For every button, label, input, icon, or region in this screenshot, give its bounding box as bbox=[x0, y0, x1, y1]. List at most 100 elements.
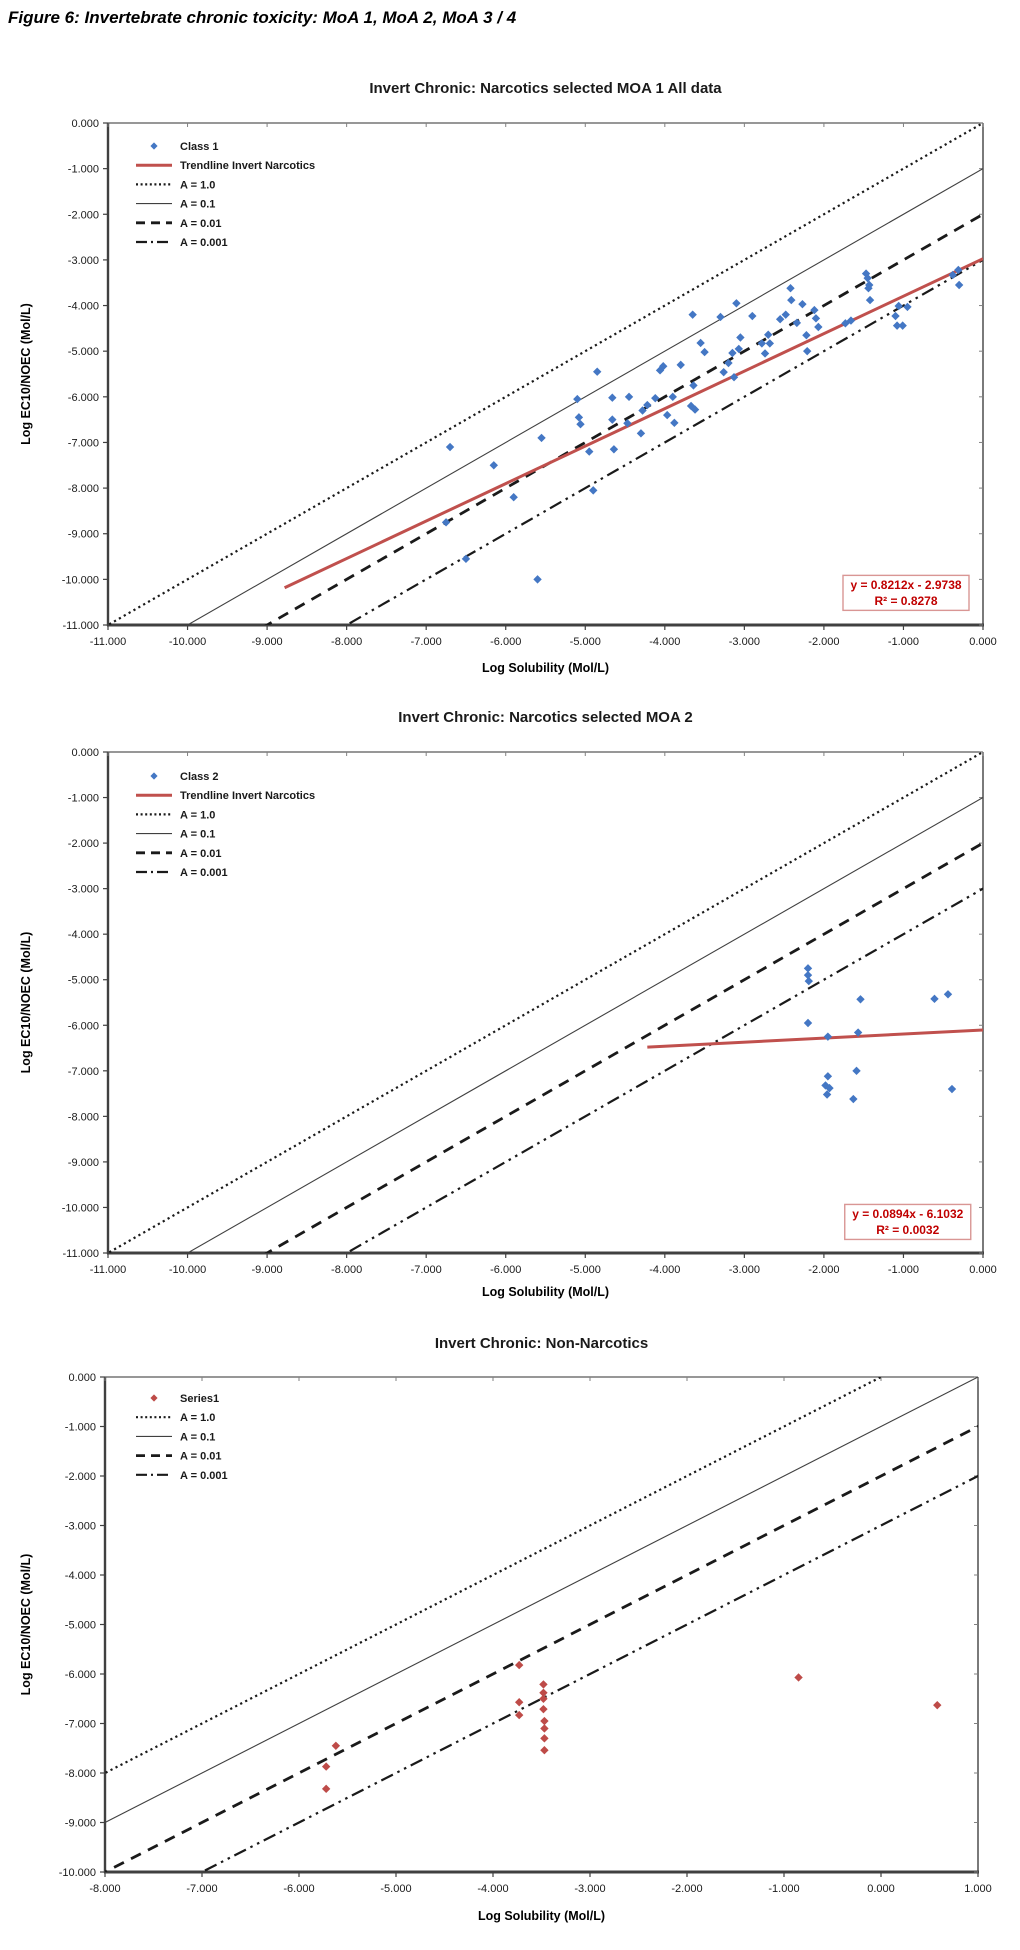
legend-label: A = 0.01 bbox=[180, 218, 221, 230]
legend-label: Series1 bbox=[180, 1393, 219, 1405]
data-point bbox=[688, 310, 697, 319]
data-point bbox=[856, 995, 865, 1004]
x-tick-label: -3.000 bbox=[729, 1264, 760, 1276]
axis-ticks: -8.000 -7.000 -6.000 -5.000 -4.000 -3.000 -2.0… bbox=[59, 1372, 992, 1895]
x-tick-label: -7.000 bbox=[411, 636, 442, 648]
x-tick-label: -6.000 bbox=[490, 636, 521, 648]
x-tick-label: -2.000 bbox=[808, 1264, 839, 1276]
data-point bbox=[954, 280, 964, 290]
data-point bbox=[700, 347, 709, 357]
data-point bbox=[623, 419, 632, 428]
y-axis-title: Log EC10/NOEC (Mol/L) bbox=[19, 932, 33, 1074]
ref-line bbox=[105, 1424, 978, 1872]
legend-label: Class 2 bbox=[180, 771, 219, 783]
data-point bbox=[933, 1700, 942, 1710]
y-tick-label: -9.000 bbox=[68, 1157, 99, 1169]
data-point bbox=[792, 318, 802, 328]
data-point bbox=[696, 338, 705, 348]
data-point bbox=[689, 381, 698, 390]
x-tick-label: -4.000 bbox=[649, 1264, 680, 1276]
chart-moa2: Invert Chronic: Narcotics selected MOA 2… bbox=[19, 709, 997, 1299]
data-point bbox=[461, 554, 471, 564]
y-axis-title: Log EC10/NOEC (Mol/L) bbox=[19, 303, 33, 445]
data-point bbox=[716, 312, 725, 322]
y-tick-label: 0.000 bbox=[71, 747, 99, 759]
x-tick-label: -8.000 bbox=[89, 1883, 120, 1895]
data-point bbox=[736, 333, 745, 342]
data-point bbox=[608, 393, 617, 402]
equation-line2: R² = 0.0032 bbox=[876, 1223, 939, 1237]
ref-line bbox=[186, 796, 983, 1253]
data-point bbox=[514, 1710, 524, 1720]
ref-line bbox=[264, 841, 983, 1253]
x-axis-title: Log Solubility (Mol/L) bbox=[482, 1285, 609, 1299]
data-point bbox=[576, 420, 585, 429]
data-point bbox=[734, 344, 743, 354]
data-point bbox=[849, 1094, 858, 1104]
ref-line bbox=[344, 258, 983, 625]
data-point bbox=[537, 433, 546, 443]
x-tick-label: -5.000 bbox=[380, 1883, 411, 1895]
data-point bbox=[489, 461, 498, 470]
axis-ticks: -11.000 -10.000 -9.000 -8.000 -7.000 -6.000 -5… bbox=[62, 118, 997, 648]
data-point bbox=[748, 311, 757, 321]
y-tick-label: -4.000 bbox=[68, 929, 99, 941]
plot-frame bbox=[103, 1376, 979, 1874]
data-point bbox=[765, 339, 775, 348]
chart-moa1-all-data: Invert Chronic: Narcotics selected MOA 1… bbox=[19, 80, 997, 675]
data-point bbox=[539, 1694, 548, 1703]
ref-line bbox=[105, 1377, 884, 1775]
y-tick-label: -4.000 bbox=[68, 301, 99, 313]
data-point bbox=[892, 321, 902, 330]
legend-label: Trendline Invert Narcotics bbox=[180, 160, 315, 172]
legend: Class 2 Trendline Invert Narcotics A = 1.0… bbox=[136, 771, 315, 879]
data-point bbox=[573, 394, 582, 404]
y-tick-label: -10.000 bbox=[59, 1867, 96, 1879]
chart-title: Invert Chronic: Narcotics selected MOA 1… bbox=[369, 80, 722, 97]
series-series1 bbox=[321, 1660, 942, 1794]
legend: Series1 A = 1.0 A = 0.1 A = 0.01 A = 0.001 bbox=[136, 1393, 228, 1482]
data-point bbox=[930, 994, 939, 1004]
figure-caption: Figure 6: Invertebrate chronic toxicity:… bbox=[8, 8, 517, 27]
data-point bbox=[539, 1688, 548, 1698]
ref-line bbox=[344, 887, 983, 1253]
legend-label: A = 0.01 bbox=[180, 848, 221, 860]
data-point bbox=[659, 362, 668, 371]
data-point bbox=[655, 366, 665, 375]
data-point bbox=[690, 405, 700, 414]
y-tick-label: -11.000 bbox=[63, 1248, 100, 1260]
y-tick-label: -3.000 bbox=[68, 884, 99, 896]
y-tick-label: -9.000 bbox=[68, 529, 99, 541]
data-point bbox=[624, 392, 634, 402]
reference-lines bbox=[108, 752, 983, 1253]
data-point bbox=[686, 401, 696, 411]
y-tick-label: -6.000 bbox=[68, 392, 99, 404]
data-point bbox=[781, 310, 790, 319]
x-tick-label: 0.000 bbox=[969, 1264, 997, 1276]
x-tick-label: -2.000 bbox=[671, 1883, 702, 1895]
data-point bbox=[823, 1032, 833, 1041]
x-tick-label: -4.000 bbox=[649, 636, 680, 648]
equation-line2: R² = 0.8278 bbox=[874, 594, 937, 608]
reference-lines bbox=[105, 1377, 978, 1872]
x-tick-label: -3.000 bbox=[574, 1883, 605, 1895]
equation-box-border bbox=[842, 574, 970, 612]
y-tick-label: -9.000 bbox=[65, 1818, 96, 1830]
x-tick-label: -9.000 bbox=[251, 636, 282, 648]
y-tick-label: -10.000 bbox=[62, 574, 99, 586]
data-point bbox=[638, 406, 647, 415]
legend-marker-icon bbox=[150, 772, 158, 780]
x-tick-label: -11.000 bbox=[90, 1264, 127, 1276]
y-tick-label: -2.000 bbox=[68, 209, 99, 221]
plot-frame bbox=[106, 751, 984, 1255]
x-tick-label: -5.000 bbox=[570, 1264, 601, 1276]
data-point bbox=[811, 314, 821, 323]
data-point bbox=[589, 486, 598, 495]
data-point bbox=[533, 575, 542, 584]
y-tick-label: -1.000 bbox=[68, 164, 99, 176]
data-point bbox=[724, 358, 733, 368]
y-tick-label: -2.000 bbox=[65, 1471, 96, 1483]
x-axis-title: Log Solubility (Mol/L) bbox=[482, 661, 609, 675]
data-point bbox=[954, 265, 963, 275]
